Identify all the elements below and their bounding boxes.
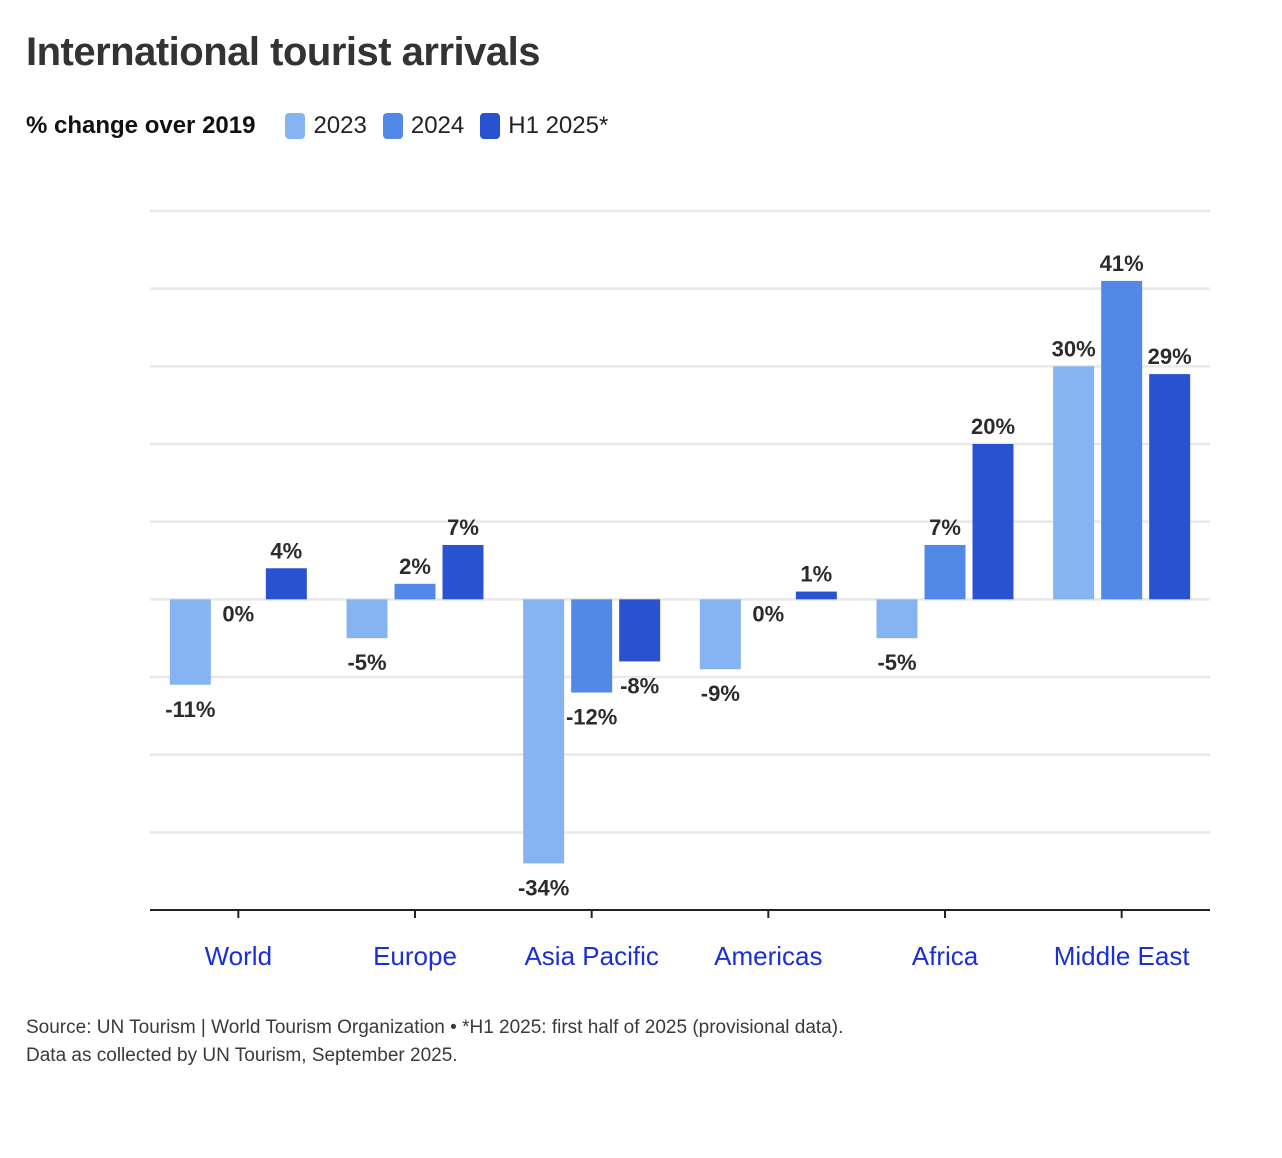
value-label-asia-pacific-2023: -34% <box>518 875 569 900</box>
value-label-africa-h1-2025: 20% <box>971 414 1015 439</box>
bar-europe-2023 <box>346 599 388 639</box>
legend-item-h1-2025: H1 2025* <box>480 112 608 140</box>
legend-swatch-2023 <box>285 113 306 139</box>
bar-africa-h1-2025 <box>972 444 1014 600</box>
value-label-europe-h1-2025: 7% <box>447 515 479 540</box>
value-label-asia-pacific-h1-2025: -8% <box>620 673 659 698</box>
source-note-line-2: Data as collected by UN Tourism, Septemb… <box>26 1045 458 1066</box>
value-label-africa-2023: -5% <box>877 650 916 675</box>
bar-asia-pacific-2023 <box>523 599 565 864</box>
bar-asia-pacific-h1-2025 <box>619 599 661 662</box>
bar-middle-east-h1-2025 <box>1149 374 1191 600</box>
legend-swatch-h1-2025 <box>480 113 501 139</box>
category-label-americas: Americas <box>714 941 822 971</box>
value-label-world-2023: -11% <box>165 697 215 722</box>
bar-africa-2024 <box>924 544 966 600</box>
value-label-middle-east-2024: 41% <box>1100 251 1144 276</box>
bar-americas-h1-2025 <box>795 591 837 600</box>
legend-label-h1-2025: H1 2025* <box>508 112 609 139</box>
bar-africa-2023 <box>876 599 918 639</box>
legend-label-2023: 2023 <box>313 112 367 139</box>
value-label-americas-2024: 0% <box>752 601 784 626</box>
bar-middle-east-2023 <box>1053 366 1095 600</box>
legend-label-2024: 2024 <box>410 112 465 139</box>
bar-middle-east-2024 <box>1101 280 1143 600</box>
chart-subtitle: % change over 2019 <box>26 112 256 139</box>
legend-item-2023: 2023 <box>285 112 367 140</box>
value-label-middle-east-2023: 30% <box>1052 336 1096 361</box>
legend-swatch-2024 <box>382 113 403 139</box>
bar-americas-2023 <box>699 599 741 670</box>
value-label-asia-pacific-2024: -12% <box>566 705 617 730</box>
value-label-africa-2024: 7% <box>929 515 961 540</box>
bar-europe-h1-2025 <box>442 544 484 600</box>
bar-world-h1-2025 <box>265 568 307 600</box>
legend-item-2024: 2024 <box>382 112 465 140</box>
value-label-world-h1-2025: 4% <box>270 538 302 563</box>
category-label-middle-east: Middle East <box>1054 941 1191 971</box>
value-label-middle-east-h1-2025: 29% <box>1148 344 1192 369</box>
source-notes: Source: UN Tourism | World Tourism Organ… <box>26 1014 843 1070</box>
chart-title: International tourist arrivals <box>26 30 541 74</box>
category-label-world: World <box>205 941 272 971</box>
value-label-world-2024: 0% <box>222 601 254 626</box>
legend: 2023 2024 H1 2025* <box>285 112 624 140</box>
value-label-americas-h1-2025: 1% <box>800 562 832 587</box>
bar-world-2023 <box>169 599 211 685</box>
category-label-europe: Europe <box>373 941 457 971</box>
subtitle-row: % change over 2019 2023 2024 H1 2025* <box>26 112 624 140</box>
value-label-americas-2023: -9% <box>701 681 740 706</box>
source-note-line-1: Source: UN Tourism | World Tourism Organ… <box>26 1017 844 1038</box>
bar-europe-2024 <box>394 583 436 600</box>
bar-chart: World -11% 0% 4% Europe -5% 2% 7% Asia Pacific -3… <box>150 209 1210 971</box>
value-label-europe-2024: 2% <box>399 554 431 579</box>
category-label-africa: Africa <box>912 941 979 971</box>
value-label-europe-2023: -5% <box>347 650 386 675</box>
category-label-asia-pacific: Asia Pacific <box>524 941 658 971</box>
bar-asia-pacific-2024 <box>571 599 613 693</box>
